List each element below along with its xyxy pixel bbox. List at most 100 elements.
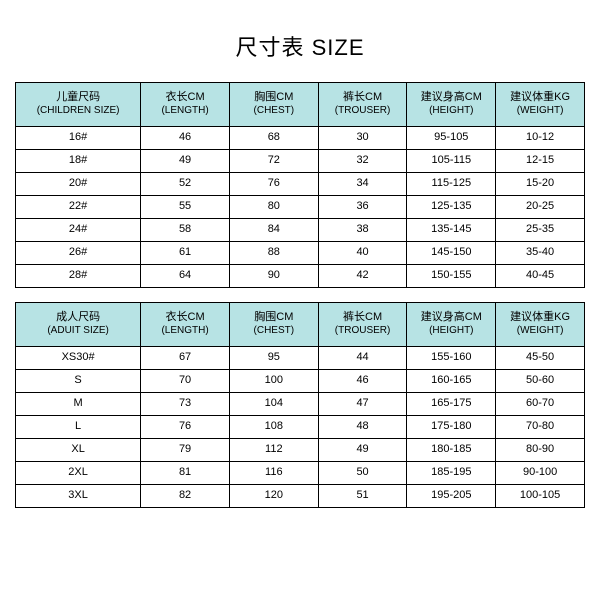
table-cell: 25-35 — [496, 219, 585, 242]
children-col-height: 建议身高CM(HEIGHT) — [407, 83, 496, 127]
page-title: 尺寸表 SIZE — [235, 30, 364, 62]
adult-table-body: XS30#679544155-16045-50S7010046160-16550… — [16, 347, 585, 508]
table-cell: 49 — [318, 439, 407, 462]
table-cell: 100-105 — [496, 485, 585, 508]
table-cell: 30 — [318, 127, 407, 150]
table-cell: 73 — [141, 393, 230, 416]
table-cell: 165-175 — [407, 393, 496, 416]
table-cell: 18# — [16, 150, 141, 173]
table-cell: 32 — [318, 150, 407, 173]
col-cn: 衣长CM — [143, 91, 227, 105]
table-row: 24#588438135-14525-35 — [16, 219, 585, 242]
table-cell: 82 — [141, 485, 230, 508]
table-cell: 52 — [141, 173, 230, 196]
col-en: (LENGTH) — [143, 105, 227, 118]
table-cell: 120 — [229, 485, 318, 508]
col-cn: 建议体重KG — [498, 91, 582, 105]
col-en: (CHEST) — [232, 325, 316, 338]
table-cell: 100 — [229, 370, 318, 393]
children-size-table: 儿童尺码(CHILDREN SIZE) 衣长CM(LENGTH) 胸围CM(CH… — [15, 82, 585, 288]
table-cell: 108 — [229, 416, 318, 439]
table-cell: 79 — [141, 439, 230, 462]
table-cell: 10-12 — [496, 127, 585, 150]
adult-col-trouser: 裤长CM(TROUSER) — [318, 303, 407, 347]
table-cell: 70-80 — [496, 416, 585, 439]
table-row: XS30#679544155-16045-50 — [16, 347, 585, 370]
children-col-length: 衣长CM(LENGTH) — [141, 83, 230, 127]
table-cell: S — [16, 370, 141, 393]
table-cell: 44 — [318, 347, 407, 370]
table-cell: 150-155 — [407, 265, 496, 288]
col-en: (WEIGHT) — [498, 105, 582, 118]
table-cell: 24# — [16, 219, 141, 242]
col-cn: 裤长CM — [321, 311, 405, 325]
children-col-chest: 胸围CM(CHEST) — [229, 83, 318, 127]
adult-col-height: 建议身高CM(HEIGHT) — [407, 303, 496, 347]
table-cell: 16# — [16, 127, 141, 150]
table-cell: 88 — [229, 242, 318, 265]
children-col-trouser: 裤长CM(TROUSER) — [318, 83, 407, 127]
table-cell: 180-185 — [407, 439, 496, 462]
table-cell: M — [16, 393, 141, 416]
adult-size-table: 成人尺码(ADUIT SIZE) 衣长CM(LENGTH) 胸围CM(CHEST… — [15, 302, 585, 508]
table-cell: 68 — [229, 127, 318, 150]
table-row: XL7911249180-18580-90 — [16, 439, 585, 462]
table-cell: 26# — [16, 242, 141, 265]
table-cell: 46 — [318, 370, 407, 393]
table-cell: 70 — [141, 370, 230, 393]
table-row: 22#558036125-13520-25 — [16, 196, 585, 219]
col-en: (CHEST) — [232, 105, 316, 118]
table-cell: 84 — [229, 219, 318, 242]
table-row: 18#497232105-11512-15 — [16, 150, 585, 173]
table-cell: 58 — [141, 219, 230, 242]
table-cell: 61 — [141, 242, 230, 265]
col-en: (HEIGHT) — [409, 325, 493, 338]
table-cell: 67 — [141, 347, 230, 370]
table-cell: 12-15 — [496, 150, 585, 173]
col-en: (TROUSER) — [321, 325, 405, 338]
table-cell: 60-70 — [496, 393, 585, 416]
table-cell: 51 — [318, 485, 407, 508]
adult-table-head: 成人尺码(ADUIT SIZE) 衣长CM(LENGTH) 胸围CM(CHEST… — [16, 303, 585, 347]
table-cell: 155-160 — [407, 347, 496, 370]
table-cell: 15-20 — [496, 173, 585, 196]
table-cell: 90-100 — [496, 462, 585, 485]
table-cell: 112 — [229, 439, 318, 462]
table-cell: 35-40 — [496, 242, 585, 265]
table-row: L7610848175-18070-80 — [16, 416, 585, 439]
table-cell: 50-60 — [496, 370, 585, 393]
col-en: (WEIGHT) — [498, 325, 582, 338]
col-en: (TROUSER) — [321, 105, 405, 118]
table-cell: 38 — [318, 219, 407, 242]
adult-col-size: 成人尺码(ADUIT SIZE) — [16, 303, 141, 347]
table-cell: 160-165 — [407, 370, 496, 393]
table-cell: 34 — [318, 173, 407, 196]
table-cell: 80-90 — [496, 439, 585, 462]
table-cell: 80 — [229, 196, 318, 219]
table-cell: XL — [16, 439, 141, 462]
table-row: 16#46683095-10510-12 — [16, 127, 585, 150]
children-col-weight: 建议体重KG(WEIGHT) — [496, 83, 585, 127]
table-cell: 48 — [318, 416, 407, 439]
table-cell: 3XL — [16, 485, 141, 508]
col-cn: 成人尺码 — [18, 311, 138, 325]
table-row: 26#618840145-15035-40 — [16, 242, 585, 265]
table-cell: 81 — [141, 462, 230, 485]
adult-col-chest: 胸围CM(CHEST) — [229, 303, 318, 347]
table-cell: 40 — [318, 242, 407, 265]
table-cell: 175-180 — [407, 416, 496, 439]
table-cell: 45-50 — [496, 347, 585, 370]
table-cell: 125-135 — [407, 196, 496, 219]
table-cell: 115-125 — [407, 173, 496, 196]
table-row: 2XL8111650185-19590-100 — [16, 462, 585, 485]
table-cell: 47 — [318, 393, 407, 416]
table-cell: 95 — [229, 347, 318, 370]
table-cell: 22# — [16, 196, 141, 219]
adult-col-weight: 建议体重KG(WEIGHT) — [496, 303, 585, 347]
children-table-head: 儿童尺码(CHILDREN SIZE) 衣长CM(LENGTH) 胸围CM(CH… — [16, 83, 585, 127]
table-cell: 104 — [229, 393, 318, 416]
table-cell: 2XL — [16, 462, 141, 485]
table-row: 3XL8212051195-205100-105 — [16, 485, 585, 508]
table-cell: 195-205 — [407, 485, 496, 508]
children-table-body: 16#46683095-10510-1218#497232105-11512-1… — [16, 127, 585, 288]
